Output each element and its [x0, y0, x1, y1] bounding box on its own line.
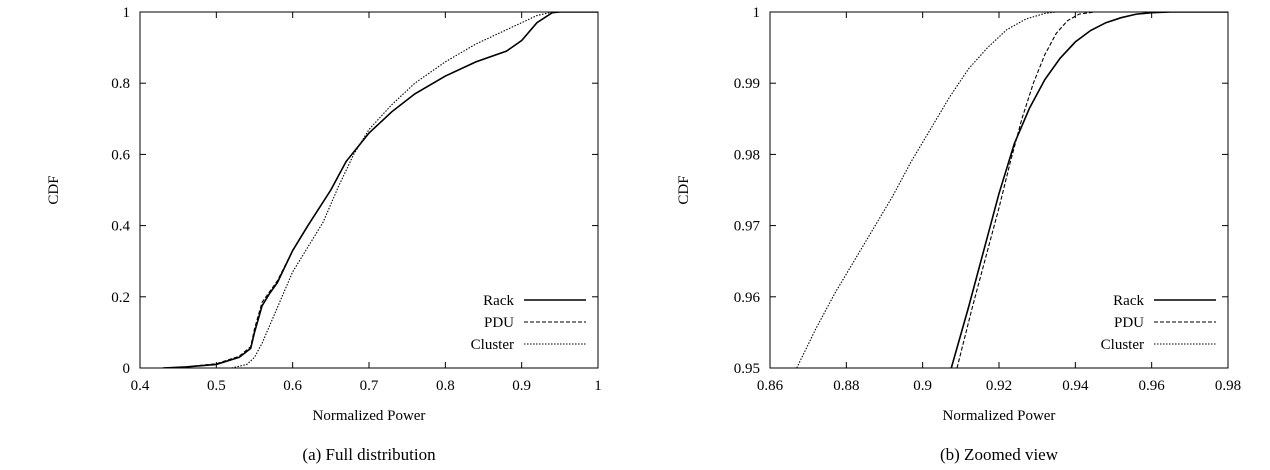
- y-tick-label: 0.97: [734, 219, 761, 235]
- legend-label: Rack: [483, 293, 514, 309]
- x-axis-label: Normalized Power: [313, 408, 426, 424]
- x-tick-label: 0.92: [986, 378, 1012, 394]
- x-tick-label: 0.6: [283, 378, 302, 394]
- y-tick-label: 0.8: [111, 76, 130, 92]
- legend-label: PDU: [1114, 315, 1144, 331]
- x-tick-label: 1: [594, 378, 602, 394]
- x-tick-label: 0.86: [757, 378, 784, 394]
- plot-frame: [769, 11, 1229, 369]
- series-line-pdu: [162, 12, 598, 368]
- series-line-cluster: [796, 12, 1228, 368]
- chart-panel-zoomed-view: 0.86 0.88 0.9 0.92 0.94 0.96 0.98 0.95 0.96 0.97 0…: [676, 5, 1241, 464]
- x-tick-label: 0.5: [207, 378, 226, 394]
- series-line-rack: [950, 12, 1228, 368]
- y-tick-label: 0.96: [734, 290, 761, 306]
- y-tick-label: 0.4: [111, 219, 130, 235]
- x-tick-label: 0.7: [360, 378, 379, 394]
- x-tick-label: 0.9: [512, 378, 531, 394]
- y-tick-label: 0: [123, 361, 131, 377]
- x-tick-label: 0.8: [436, 378, 455, 394]
- x-tick-label: 0.98: [1215, 378, 1241, 394]
- y-tick-label: 1: [123, 5, 131, 21]
- y-tick-label: 1: [753, 5, 761, 21]
- series-line-cluster: [231, 12, 598, 368]
- x-tick-label: 0.96: [1139, 378, 1166, 394]
- x-tick-label: 0.88: [833, 378, 859, 394]
- figure-caption: (a) Full distribution: [302, 445, 436, 464]
- legend-label: Rack: [1113, 293, 1144, 309]
- legend-label: PDU: [484, 315, 514, 331]
- figure-caption: (b) Zoomed view: [940, 445, 1059, 464]
- x-tick-label: 0.94: [1062, 378, 1089, 394]
- y-axis-label: CDF: [676, 175, 692, 204]
- x-tick-label: 0.4: [131, 378, 150, 394]
- y-tick-label: 0.2: [111, 290, 130, 306]
- series-line-rack: [162, 12, 598, 368]
- y-tick-label: 0.98: [734, 147, 760, 163]
- legend-label: Cluster: [471, 337, 514, 353]
- legend-label: Cluster: [1101, 337, 1144, 353]
- x-axis-label: Normalized Power: [943, 408, 1056, 424]
- y-tick-label: 0.6: [111, 147, 130, 163]
- y-axis-label: CDF: [46, 175, 62, 204]
- y-tick-label: 0.99: [734, 76, 760, 92]
- plot-frame: [139, 11, 599, 369]
- series-line-pdu: [956, 12, 1228, 368]
- chart-panel-full-distribution: 0.4 0.5 0.6 0.7 0.8 0.9 1 0 0.2 0.4 0.6 0.8 1 Normali…: [46, 5, 602, 464]
- y-tick-label: 0.95: [734, 361, 760, 377]
- x-tick-label: 0.9: [913, 378, 932, 394]
